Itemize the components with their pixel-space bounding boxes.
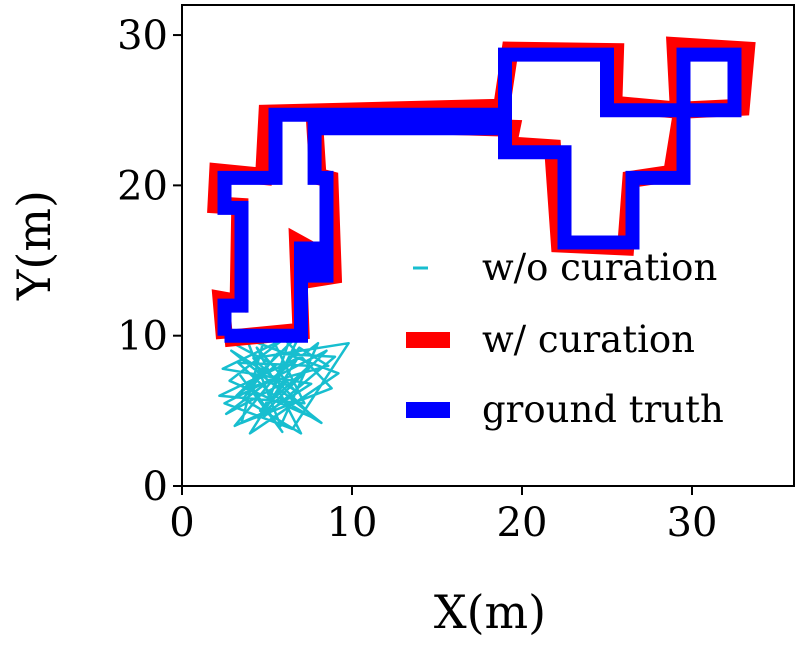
y-axis-label: Y(m)	[7, 190, 61, 301]
legend-label: w/ curation	[482, 318, 695, 361]
x-tick-label: 30	[667, 500, 718, 546]
legend-label: w/o curation	[482, 246, 717, 289]
y-tick-label: 20	[117, 163, 168, 209]
x-tick-label: 10	[327, 500, 378, 546]
series-line-w-o-curation	[218, 326, 350, 435]
x-tick-label: 0	[169, 500, 194, 546]
axes-frame	[181, 4, 795, 487]
legend: w/o curation w/ curation ground truth	[406, 246, 724, 431]
axis-ticks: 0 10 20 30 0 10 20 30	[117, 13, 717, 546]
x-axis-label: X(m)	[434, 585, 546, 639]
y-tick-label: 30	[117, 13, 168, 59]
y-tick-label: 10	[117, 314, 168, 360]
y-tick-label: 0	[143, 464, 168, 510]
plot-area	[207, 36, 756, 435]
legend-label: ground truth	[482, 388, 724, 431]
series-line-ground-truth	[217, 47, 742, 343]
x-tick-label: 20	[497, 500, 548, 546]
